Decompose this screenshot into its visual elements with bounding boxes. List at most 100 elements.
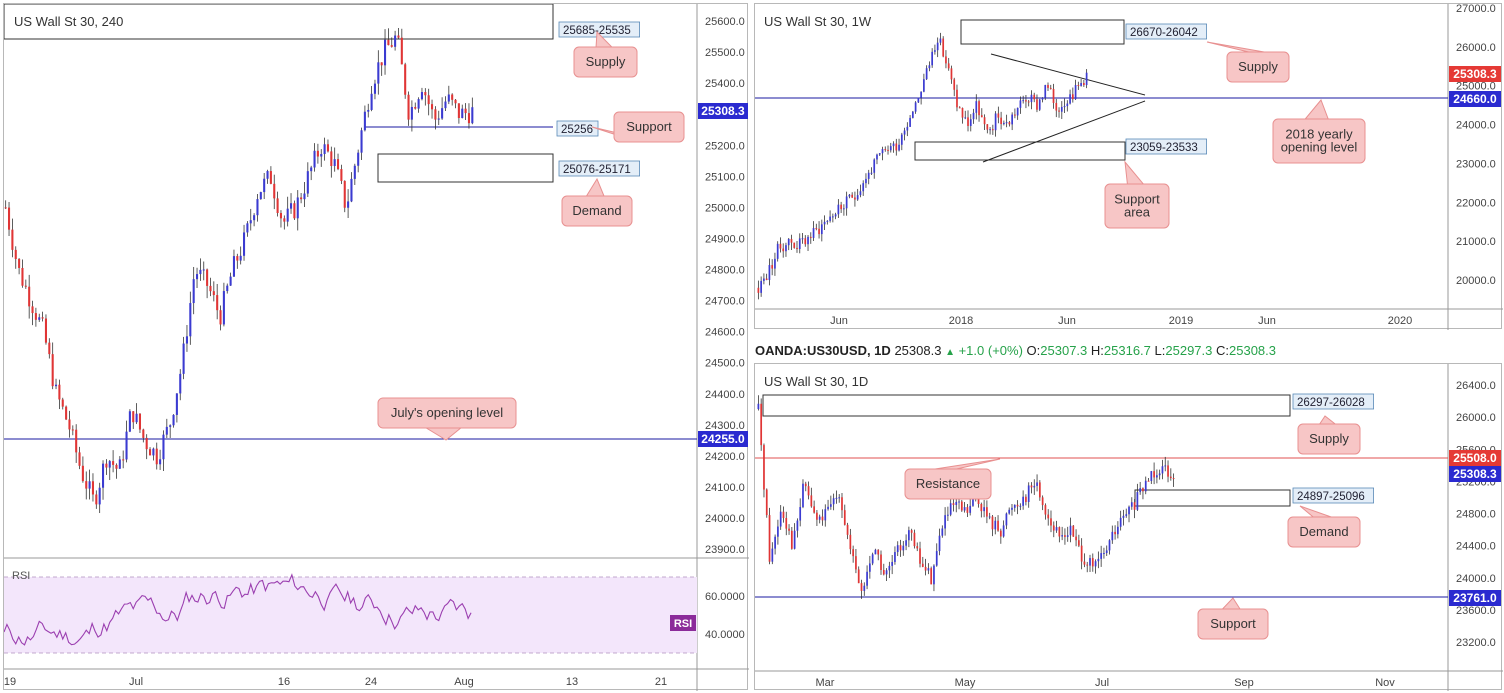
daily-candle [1114,531,1116,535]
support-area-zone-label-box [1125,138,1207,155]
weekly-candle [785,245,787,252]
daily-candle [882,570,885,575]
daily-candle [1172,478,1175,480]
weekly-candle [1027,101,1030,103]
h4-candle [447,94,450,102]
price-tick-label: 24500.0 [705,358,745,370]
daily-candle [838,497,841,499]
h4-candle [253,215,256,221]
support-price-tag [1449,590,1501,606]
weekly-candle [1005,122,1008,124]
supply-zone [960,19,1125,45]
weekly-chart-panel[interactable]: 27000.0 26000.0 25000.0 24000.0 23000.0 22000… [754,3,1503,330]
price-tick-label: 24900.0 [705,233,745,245]
weekly-candle [934,50,936,52]
demand-zone-label: 25076-25171 [563,164,631,176]
h4-candle [58,384,61,400]
daily-candle [807,486,810,496]
daily-candle [849,534,852,550]
weekly-candle [1052,88,1055,103]
weekly-candle [867,172,870,179]
resistance-callout-pointer [935,458,1001,470]
weekly-candle [1011,114,1014,125]
date-tick-label: May [955,677,976,689]
daily-candle [999,530,1002,537]
demand-zone-label-box [1292,487,1374,504]
price-tick-label: 23900.0 [705,544,745,556]
weekly-candle [856,195,859,200]
current-price-tag-text: 25308.3 [1453,67,1497,81]
price-tick-label: 27000.0 [1456,4,1496,15]
weekly-candle [843,208,845,210]
weekly-candle [887,149,889,151]
weekly-candle [972,112,975,120]
current-price-tag-text: 25308.3 [701,104,745,118]
daily-chart-panel[interactable]: 26400.026000.025600.025200.024800.024400… [754,363,1503,691]
h4-candle [451,94,454,100]
triangle-upper-line [990,53,1146,96]
h4-candle [206,269,209,286]
daily-candle [1147,480,1150,482]
daily-candle [857,569,860,584]
weekly-candle [809,236,812,238]
weekly-candle [889,146,892,151]
date-tick-label: Jul [1095,677,1109,689]
h4-candle [179,373,182,394]
weekly-candle [950,68,953,80]
h4-candle [68,419,71,430]
daily-candle [877,549,880,555]
h4-candle [320,153,323,157]
h4-candle [266,171,269,179]
daily-candle [827,506,829,510]
h4-candle [397,35,400,38]
h4-candle [316,150,319,157]
daily-candle [913,532,916,547]
weekly-candle [771,265,774,269]
h4-candle [162,434,165,460]
daily-candle [988,516,991,518]
demand-zone-label-box [558,160,640,177]
daily-candle [1058,527,1061,537]
left-chart-panel[interactable]: 25600.025500.025400.025300.025200.025100… [3,3,749,691]
h4-candle [259,192,262,200]
rsi-band [4,577,697,653]
daily-candle [1002,525,1005,537]
h4-candle [249,220,252,224]
weekly-candle [840,204,842,210]
h4-candle [159,459,162,465]
daily-candle [1061,535,1064,537]
current-price-tag [1449,66,1501,82]
h4-candle [444,101,447,109]
weekly-candle [931,51,934,66]
price-tick-label: 24700.0 [705,296,745,308]
price-tick-label: 24100.0 [705,482,745,494]
open-value: 25307.3 [1040,343,1088,358]
h4-candle [340,169,343,181]
h4-candle [21,267,24,286]
weekly-candle [917,97,920,103]
weekly-candle [991,129,994,131]
daily-candle [1041,497,1044,506]
weekly-candle [834,214,837,217]
h4-candle [293,203,296,219]
daily-candle [1005,513,1008,526]
daily-candle [835,497,838,499]
daily-candle [921,563,924,567]
support-area-zone [914,141,1126,161]
h4-candle [441,108,444,119]
daily-candle [790,530,793,549]
date-tick-label: Mar [816,677,835,689]
july-open-price-tag [698,431,748,447]
price-tick-label: 24200.0 [705,451,745,463]
h4-candle [98,487,101,505]
symbol-name[interactable]: OANDA:US30USD, 1D [755,343,891,358]
h4-candle [71,429,74,431]
daily-candle [899,545,902,551]
daily-candle [1019,505,1022,507]
daily-candle [1016,504,1019,507]
daily-candle [1105,550,1108,553]
h4-candle [165,426,168,435]
date-tick-label: Sep [1234,677,1254,689]
weekly-candle [914,102,917,112]
daily-candle [1117,526,1119,535]
